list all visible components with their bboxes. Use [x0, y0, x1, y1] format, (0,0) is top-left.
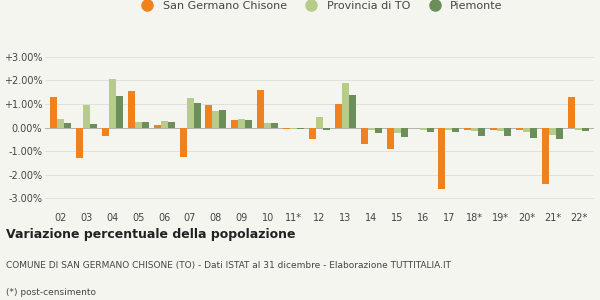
Bar: [556, 128, 563, 139]
Bar: [212, 111, 220, 128]
Bar: [264, 123, 271, 128]
Bar: [57, 119, 64, 128]
Bar: [245, 120, 252, 128]
Bar: [568, 97, 575, 128]
Bar: [50, 97, 57, 128]
Text: Variazione percentuale della popolazione: Variazione percentuale della popolazione: [6, 228, 296, 241]
Bar: [220, 110, 226, 128]
Bar: [478, 128, 485, 136]
Bar: [283, 128, 290, 129]
Bar: [161, 121, 167, 127]
Bar: [452, 128, 460, 132]
Bar: [102, 128, 109, 136]
Bar: [238, 119, 245, 128]
Bar: [530, 128, 537, 138]
Bar: [342, 83, 349, 128]
Bar: [128, 91, 135, 128]
Bar: [154, 125, 161, 128]
Bar: [187, 98, 194, 128]
Bar: [419, 128, 427, 130]
Bar: [135, 122, 142, 128]
Bar: [116, 96, 123, 128]
Bar: [401, 128, 407, 137]
Bar: [109, 79, 116, 128]
Bar: [582, 128, 589, 131]
Bar: [179, 128, 187, 157]
Bar: [542, 128, 549, 184]
Bar: [497, 128, 504, 131]
Bar: [194, 103, 200, 128]
Bar: [335, 104, 342, 128]
Bar: [323, 128, 330, 130]
Bar: [257, 90, 264, 128]
Bar: [516, 128, 523, 130]
Bar: [472, 128, 478, 131]
Bar: [290, 128, 297, 129]
Bar: [76, 128, 83, 158]
Bar: [90, 124, 97, 128]
Bar: [439, 128, 445, 189]
Bar: [464, 128, 472, 130]
Bar: [271, 123, 278, 128]
Bar: [316, 117, 323, 128]
Bar: [523, 128, 530, 132]
Legend: San Germano Chisone, Provincia di TO, Piemonte: San Germano Chisone, Provincia di TO, Pi…: [136, 1, 503, 11]
Bar: [205, 105, 212, 128]
Bar: [309, 128, 316, 139]
Bar: [575, 128, 582, 130]
Text: (*) post-censimento: (*) post-censimento: [6, 288, 96, 297]
Bar: [297, 128, 304, 129]
Bar: [368, 128, 375, 130]
Bar: [549, 128, 556, 135]
Bar: [232, 120, 238, 128]
Bar: [394, 128, 401, 134]
Bar: [445, 128, 452, 130]
Bar: [375, 128, 382, 133]
Bar: [361, 128, 368, 144]
Bar: [427, 128, 434, 132]
Bar: [142, 122, 149, 128]
Bar: [83, 105, 90, 128]
Text: COMUNE DI SAN GERMANO CHISONE (TO) - Dati ISTAT al 31 dicembre - Elaborazione TU: COMUNE DI SAN GERMANO CHISONE (TO) - Dat…: [6, 261, 451, 270]
Bar: [167, 122, 175, 128]
Bar: [387, 128, 394, 149]
Bar: [349, 94, 356, 128]
Bar: [504, 128, 511, 136]
Bar: [490, 128, 497, 130]
Bar: [64, 123, 71, 128]
